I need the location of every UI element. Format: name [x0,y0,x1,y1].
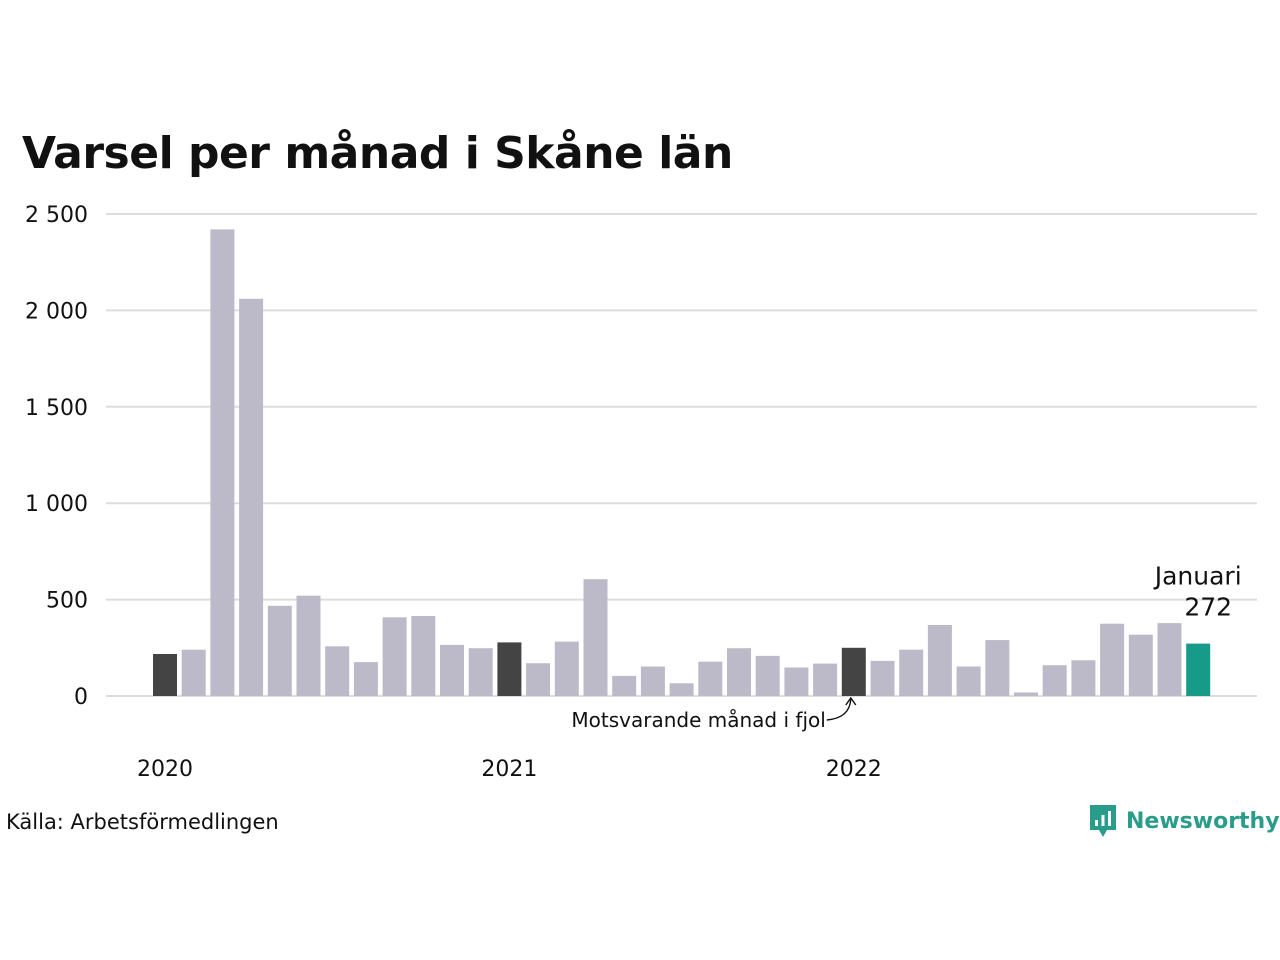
bar [526,663,551,696]
bar [669,683,694,696]
bar [841,647,866,696]
bar [239,298,264,696]
annotation-arrow [826,698,852,721]
bar [325,646,350,696]
y-tick-label: 2 500 [25,203,88,228]
bar [698,661,723,696]
bar [353,662,378,696]
bar [1157,623,1182,696]
bar [267,605,292,696]
bar [985,640,1010,696]
bar [640,666,665,696]
bar [813,663,838,696]
x-year-label: 2020 [137,757,193,782]
y-tick-label: 0 [74,685,88,710]
bar [382,617,407,696]
bar [153,654,177,696]
bar [755,655,780,696]
bar [440,644,464,696]
newsworthy-logo-icon [1090,805,1116,837]
bar [899,649,924,696]
x-year-label: 2021 [481,757,537,782]
bar [296,595,321,696]
y-tick-label: 1 500 [25,396,88,421]
bar [1014,692,1038,696]
bar [727,648,751,696]
bar [181,649,206,696]
bar [870,660,895,696]
bar [1186,643,1211,696]
bar [1128,634,1153,696]
bar [1042,665,1067,696]
x-year-label: 2022 [826,757,882,782]
source-note: Källa: Arbetsförmedlingen [6,810,279,834]
y-tick-label: 500 [46,589,88,614]
brand-logo: Newsworthy [1088,803,1280,839]
bar [612,675,637,696]
y-tick-label: 1 000 [25,492,88,517]
annotation-arrowhead [845,696,857,706]
bar [468,648,493,696]
bar [210,229,235,696]
bars [153,229,1211,696]
bar [497,642,522,696]
chart-plot: 0 500 1 000 1 500 2 000 2 500 2020 2021 2022 Ja… [25,203,1257,782]
bar [927,625,952,696]
highlight-value-label: 272 [1184,593,1232,622]
y-tick-label: 2 000 [25,299,88,324]
annotation-text: Motsvarande månad i fjol [571,708,825,732]
highlight-label: Januari [1153,562,1242,591]
bar [1100,623,1125,696]
y-axis-tick-labels: 0 500 1 000 1 500 2 000 2 500 [25,203,88,710]
chart-title: Varsel per månad i Skåne län [22,128,733,179]
bar [554,641,579,696]
bar [411,616,436,696]
bar [583,579,608,696]
bar [956,666,981,696]
bar [784,667,809,696]
bar [1071,660,1096,696]
brand-name: Newsworthy [1126,808,1280,834]
x-axis-year-labels: 2020 2021 2022 [137,757,882,782]
